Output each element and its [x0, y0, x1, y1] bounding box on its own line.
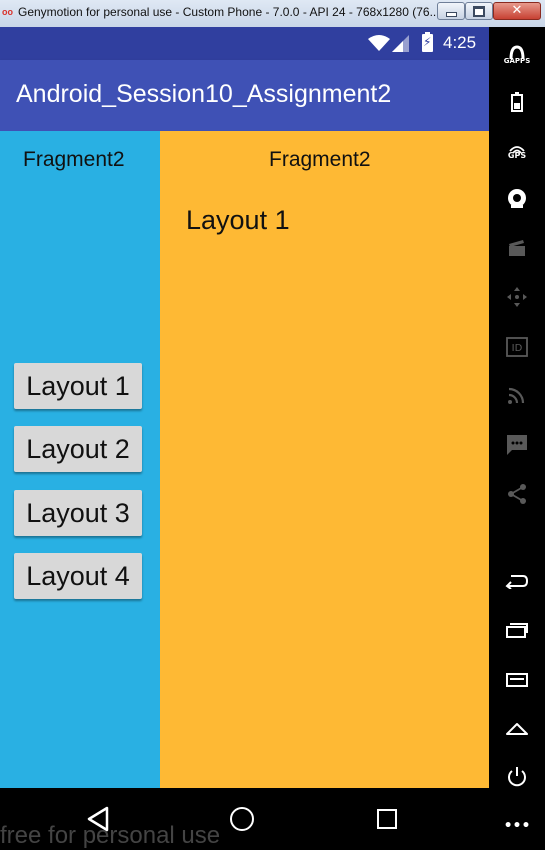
- right-fragment-label: Fragment2: [269, 148, 371, 171]
- battery-widget-icon: [511, 92, 523, 112]
- back-side-button[interactable]: [501, 568, 533, 594]
- gps-button[interactable]: [501, 137, 533, 163]
- return-arrow-icon: [505, 575, 529, 589]
- clapperboard-icon: [509, 240, 525, 256]
- share-button[interactable]: [501, 481, 533, 507]
- share-icon: [508, 484, 526, 504]
- gapps-label: GAPPS: [503, 57, 531, 65]
- right-fragment: Fragment2 Layout 1: [160, 131, 489, 788]
- layout-3-button[interactable]: Layout 3: [14, 490, 142, 536]
- home-side-button[interactable]: [501, 716, 533, 742]
- sms-button[interactable]: [501, 432, 533, 458]
- recent-apps-side-button[interactable]: [501, 617, 533, 643]
- app-bar: Android_Session10_Assignment2: [0, 60, 489, 131]
- selected-layout-text: Layout 1: [186, 205, 290, 235]
- cell-signal-icon: [392, 35, 409, 52]
- battery-icon: ⚡: [422, 32, 433, 52]
- close-icon: ✕: [511, 3, 523, 18]
- window-title: Genymotion for personal use - Custom Pho…: [18, 5, 440, 19]
- layout-4-button[interactable]: Layout 4: [14, 553, 142, 599]
- gapps-button[interactable]: [501, 39, 533, 65]
- charging-icon: ⚡: [423, 35, 432, 49]
- message-icon: [507, 435, 527, 455]
- id-icon: ID: [506, 337, 528, 357]
- recent-apps-side-icon: [506, 623, 528, 638]
- window-titlebar: oo Genymotion for personal use - Custom …: [0, 0, 545, 28]
- svg-text:ID: ID: [512, 343, 523, 354]
- status-clock: 4:25: [443, 33, 477, 52]
- gps-icon: [509, 146, 525, 154]
- recent-apps-icon[interactable]: [377, 809, 397, 829]
- battery-button[interactable]: [501, 89, 533, 115]
- cast-icon: [508, 387, 525, 404]
- watermark-text: free for personal use: [0, 822, 221, 849]
- left-fragment: Fragment2 Layout 1 Layout 2 Layout 3 Lay…: [0, 131, 160, 788]
- layout-1-button[interactable]: Layout 1: [14, 363, 142, 409]
- layout-2-button[interactable]: Layout 2: [14, 426, 142, 472]
- android-status-bar: ⚡ 4:25: [0, 27, 489, 60]
- home-icon[interactable]: [230, 807, 254, 831]
- android-nav-bar: [0, 788, 489, 850]
- minimize-icon: [445, 11, 457, 17]
- left-fragment-label: Fragment2: [23, 148, 125, 171]
- more-icon[interactable]: •••: [503, 818, 531, 834]
- home-side-icon: [506, 723, 528, 735]
- maximize-button[interactable]: [465, 2, 493, 20]
- gps-label: GPS: [507, 151, 527, 160]
- wifi-icon: [368, 35, 390, 51]
- minimize-button[interactable]: [437, 2, 465, 20]
- remote-control-button[interactable]: [501, 284, 533, 310]
- menu-icon: [506, 673, 528, 687]
- genymotion-app-icon: oo: [2, 7, 13, 17]
- webcam-icon: [508, 189, 526, 208]
- gapps-icon: [509, 45, 525, 59]
- close-button[interactable]: ✕: [493, 2, 541, 20]
- move-arrows-icon: [507, 287, 527, 307]
- menu-side-button[interactable]: [501, 667, 533, 693]
- power-button[interactable]: [501, 764, 533, 790]
- device-id-button[interactable]: ID: [501, 334, 533, 360]
- webcam-button[interactable]: [501, 185, 533, 211]
- cast-button[interactable]: [501, 382, 533, 408]
- maximize-icon: [473, 5, 485, 17]
- app-title: Android_Session10_Assignment2: [16, 80, 392, 108]
- screencast-button[interactable]: [501, 235, 533, 261]
- genymotion-toolbar: GAPPS GPS: [489, 27, 545, 850]
- back-icon[interactable]: [86, 806, 110, 832]
- power-icon: [508, 767, 526, 787]
